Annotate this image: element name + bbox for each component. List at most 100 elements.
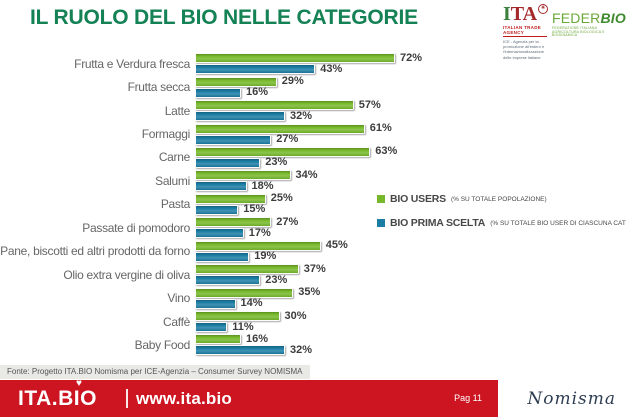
value-label: 11%	[232, 320, 254, 333]
federbio-logo: FEDERBIO FEDERAZIONE ITALIANA AGRICOLTUR…	[552, 10, 626, 38]
bar-group: 61% 27%	[195, 122, 626, 146]
bar-bio-users	[195, 146, 371, 157]
bar-line: 25%	[195, 193, 626, 204]
chart-row: Frutta e Verdura fresca 72% 43%	[0, 52, 626, 75]
legend-name: BIO PRIMA SCELTA	[390, 217, 486, 229]
bar-bio-users	[195, 123, 365, 134]
itabio-logo: ITA.BIO	[18, 387, 97, 410]
value-label: 27%	[276, 215, 299, 228]
value-label: 16%	[246, 332, 269, 345]
bar-group: 29% 16%	[195, 75, 626, 99]
chart-row: Passate di pomodoro 27% 17%	[0, 216, 626, 239]
bar-line: 32%	[195, 109, 626, 122]
chart-row: Carne 63% 23%	[0, 146, 626, 169]
bar-bio-prima-scelta	[195, 322, 228, 333]
value-label: 29%	[281, 75, 304, 88]
value-label: 43%	[320, 62, 343, 75]
legend-note: (% SU TOTALE BIO USER DI CIASCUNA CATEGO…	[490, 219, 626, 227]
bar-group: 30% 11%	[195, 309, 626, 333]
bar-bio-users	[195, 170, 291, 181]
value-label: 37%	[303, 262, 326, 275]
value-label: 30%	[284, 309, 307, 322]
bar-line: 63%	[195, 145, 626, 158]
bar-line: 16%	[195, 86, 626, 99]
bar-line: 19%	[195, 250, 626, 263]
nomisma-logo: Nomisma	[527, 389, 616, 409]
chart: Frutta e Verdura fresca 72% 43% Frutta secc…	[0, 52, 626, 357]
bar-line: 29%	[195, 75, 626, 88]
bar-bio-prima-scelta	[195, 64, 316, 75]
chart-row: Formaggi 61% 27%	[0, 122, 626, 145]
bar-line: 43%	[195, 62, 626, 75]
bar-group: 27% 17%	[195, 215, 626, 239]
bar-bio-users	[195, 240, 321, 251]
bar-bio-users	[195, 100, 354, 111]
category-label: Latte	[164, 103, 191, 118]
value-label: 14%	[240, 297, 263, 310]
category-label: Caffè	[163, 314, 190, 329]
chart-row: Salumi 34% 18%	[0, 169, 626, 192]
value-label: 45%	[325, 239, 348, 252]
bar-bio-users	[195, 53, 395, 64]
bar-group: 34% 18%	[195, 169, 626, 192]
bar-bio-users	[195, 334, 241, 345]
federbio-bio: BIO	[600, 10, 626, 26]
legend: BIO USERS (% SU TOTALE POPOLAZIONE) BIO PR…	[377, 193, 626, 241]
ita-tagline-line1: ICE - Agenzia per la promozione all'este…	[503, 38, 545, 49]
page-title: IL RUOLO DEL BIO NELLE CATEGORIE	[30, 6, 418, 29]
value-label: 16%	[246, 86, 269, 99]
bar-group: 45% 19%	[195, 239, 626, 263]
ita-circle-icon: ✳	[538, 4, 549, 14]
category-label: Pasta	[160, 197, 190, 212]
category-label: Olio extra vergine di oliva	[63, 267, 190, 282]
site-url: www.ita.bio	[136, 389, 233, 408]
bar-bio-prima-scelta	[195, 157, 261, 168]
chart-row: Vino 35% 14%	[0, 286, 626, 309]
value-label: 57%	[358, 98, 381, 111]
bar-bio-prima-scelta	[195, 181, 247, 192]
value-label: 19%	[254, 250, 277, 263]
bar-line: 57%	[195, 98, 626, 111]
bar-bio-users	[195, 76, 277, 87]
bar-bio-users	[195, 287, 294, 298]
federbio-feder: FEDER	[552, 10, 601, 26]
category-label: Vino	[167, 291, 190, 306]
bar-line: 27%	[195, 133, 626, 146]
bar-bio-prima-scelta	[195, 228, 244, 239]
bar-bio-prima-scelta	[195, 275, 261, 286]
ita-subtitle: ITALIAN TRADE AGENCY	[503, 25, 547, 37]
value-label: 15%	[243, 203, 266, 216]
bar-group: 25% 15%	[195, 193, 626, 216]
value-label: 63%	[375, 145, 398, 158]
value-label: 61%	[369, 122, 392, 135]
category-label: Formaggi	[141, 127, 191, 142]
bottom-bar: ITA.BIO ♥ www.ita.bio Pag 11	[0, 379, 498, 417]
bar-bio-prima-scelta	[195, 111, 285, 122]
category-label: Salumi	[155, 173, 190, 188]
legend-item: BIO USERS (% SU TOTALE POPOLAZIONE)	[377, 193, 626, 205]
bar-line: 18%	[195, 180, 626, 192]
bar-group: 35% 14%	[195, 287, 626, 310]
legend-name: BIO USERS	[390, 193, 446, 205]
bar-line: 34%	[195, 169, 626, 181]
bar-bio-prima-scelta	[195, 204, 239, 215]
ita-tagline-line2: l'internazionalizzazione delle imprese i…	[503, 49, 545, 60]
page-number: Pag 11	[454, 393, 482, 403]
bar-line: 72%	[195, 52, 626, 64]
bar-line: 37%	[195, 262, 626, 275]
bar-bio-users	[195, 217, 272, 228]
value-label: 23%	[265, 156, 288, 169]
bar-line: 27%	[195, 215, 626, 228]
bar-line: 23%	[195, 274, 626, 286]
ita-letters-ta: TA	[510, 3, 538, 25]
bar-bio-users	[195, 193, 266, 204]
bar-bio-prima-scelta	[195, 134, 272, 145]
bar-line: 14%	[195, 297, 626, 310]
value-label: 32%	[290, 109, 313, 122]
value-label: 27%	[276, 133, 299, 146]
bar-line: 11%	[195, 320, 626, 333]
divider	[126, 389, 128, 408]
bar-bio-prima-scelta	[195, 251, 250, 262]
bar-line: 30%	[195, 309, 626, 322]
